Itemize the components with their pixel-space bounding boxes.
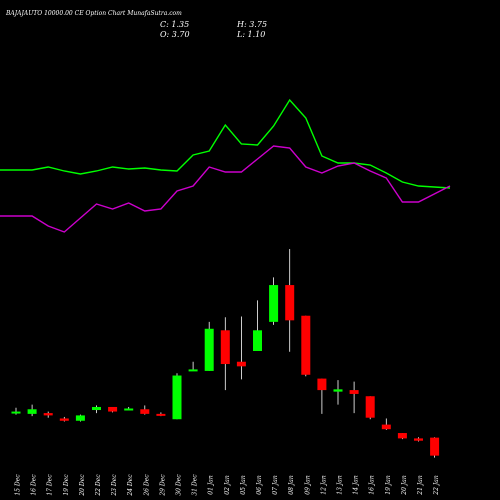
candle bbox=[124, 406, 134, 411]
candle bbox=[140, 405, 150, 415]
x-tick-label: 16 Jan bbox=[369, 475, 376, 495]
x-tick-label: 20 Jan bbox=[401, 475, 408, 496]
x-tick-label: 15 Dec bbox=[15, 474, 22, 496]
candle-body-up bbox=[124, 408, 134, 411]
candle-body-down bbox=[381, 424, 391, 430]
x-tick-label: 23 Dec bbox=[111, 474, 118, 497]
candle bbox=[108, 406, 118, 413]
candle bbox=[188, 361, 198, 372]
candles bbox=[11, 249, 440, 458]
candle-body-up bbox=[11, 411, 21, 414]
candle-body-up bbox=[188, 369, 198, 372]
indicator-line-2 bbox=[0, 145, 451, 233]
candle bbox=[204, 321, 214, 371]
candle-body-down bbox=[349, 390, 359, 394]
x-tick-label: 21 Jan bbox=[417, 475, 424, 496]
candle-body-up bbox=[269, 285, 279, 322]
candle-body-up bbox=[253, 330, 262, 351]
x-tick-label: 02 Jan bbox=[224, 475, 231, 495]
candle bbox=[317, 378, 327, 414]
x-tick-label: 05 Jan bbox=[240, 475, 247, 495]
candle bbox=[59, 416, 69, 422]
candle-body-up bbox=[27, 409, 37, 414]
candle bbox=[365, 396, 375, 420]
candle-body-down bbox=[397, 433, 407, 439]
candle bbox=[285, 249, 295, 352]
indicator-line-1 bbox=[0, 98, 451, 189]
candle bbox=[43, 411, 53, 418]
x-tick-label: 08 Jan bbox=[288, 475, 295, 495]
candle bbox=[75, 414, 85, 422]
x-tick-label: 20 Dec bbox=[79, 474, 86, 497]
candle-body-down bbox=[301, 315, 311, 375]
candle-body-down bbox=[317, 378, 327, 391]
candle-body-down bbox=[285, 285, 295, 321]
candle-body-down bbox=[220, 330, 230, 365]
close-label: C: 1.35 bbox=[160, 20, 190, 29]
x-tick-label: 30 Dec bbox=[176, 474, 183, 496]
x-tick-label: 09 Jan bbox=[304, 475, 311, 495]
candle-body-down bbox=[43, 413, 53, 416]
indicator-lines bbox=[0, 98, 451, 233]
candle bbox=[27, 404, 37, 417]
x-axis-ticks: 15 Dec 16 Dec 17 Dec 19 Dec 20 Dec 22 Dec 23 D… bbox=[15, 474, 441, 497]
candle-body-up bbox=[204, 328, 214, 371]
candle-body-up bbox=[172, 375, 182, 420]
x-tick-label: 19 Dec bbox=[63, 474, 70, 496]
candle bbox=[220, 317, 230, 391]
candle bbox=[397, 433, 407, 440]
candle bbox=[414, 437, 423, 442]
x-tick-label: 06 Jan bbox=[256, 475, 263, 495]
candle bbox=[156, 412, 166, 417]
x-tick-label: 24 Dec bbox=[127, 474, 134, 497]
x-tick-label: 13 Jan bbox=[337, 475, 344, 495]
x-tick-label: 19 Jan bbox=[385, 475, 392, 495]
candle bbox=[301, 315, 311, 377]
x-tick-label: 07 Jan bbox=[272, 475, 279, 495]
candle-body-down bbox=[59, 418, 69, 421]
low-label: L: 1.10 bbox=[237, 30, 266, 39]
x-tick-label: 29 Dec bbox=[159, 474, 166, 497]
candle-body-down bbox=[430, 437, 440, 456]
candle-body-up bbox=[333, 389, 343, 392]
candle bbox=[430, 437, 440, 458]
x-tick-label: 17 Dec bbox=[47, 474, 54, 496]
x-tick-label: 31 Dec bbox=[192, 474, 199, 496]
candle-body-down bbox=[414, 438, 423, 441]
candle bbox=[269, 277, 279, 325]
x-tick-label: 26 Dec bbox=[143, 474, 150, 497]
x-tick-label: 12 Jan bbox=[320, 475, 327, 495]
candle bbox=[172, 373, 182, 420]
candle-body-down bbox=[236, 361, 246, 367]
x-tick-label: 22 Dec bbox=[95, 474, 102, 497]
candle bbox=[381, 418, 391, 430]
candle-body-down bbox=[108, 406, 118, 412]
chart-title: BAJAJAUTO 10000.00 CE Option Chart Munaf… bbox=[6, 10, 182, 17]
candle bbox=[253, 300, 262, 351]
candle-body-down bbox=[156, 413, 166, 416]
candle bbox=[333, 380, 343, 405]
x-tick-label: 01 Jan bbox=[208, 475, 215, 495]
high-label: H: 3.75 bbox=[237, 20, 268, 29]
candle bbox=[92, 405, 101, 414]
candle-body-up bbox=[92, 406, 101, 411]
open-label: O: 3.70 bbox=[160, 30, 190, 39]
candle-body-up bbox=[75, 415, 85, 421]
x-tick-label: 14 Jan bbox=[353, 475, 360, 495]
x-tick-label: 22 Jan bbox=[433, 475, 440, 496]
candle-body-down bbox=[140, 409, 150, 414]
candle bbox=[236, 316, 246, 380]
candle bbox=[11, 407, 21, 415]
x-tick-label: 16 Dec bbox=[31, 474, 38, 496]
candle bbox=[349, 381, 359, 414]
candle-body-down bbox=[365, 396, 375, 418]
